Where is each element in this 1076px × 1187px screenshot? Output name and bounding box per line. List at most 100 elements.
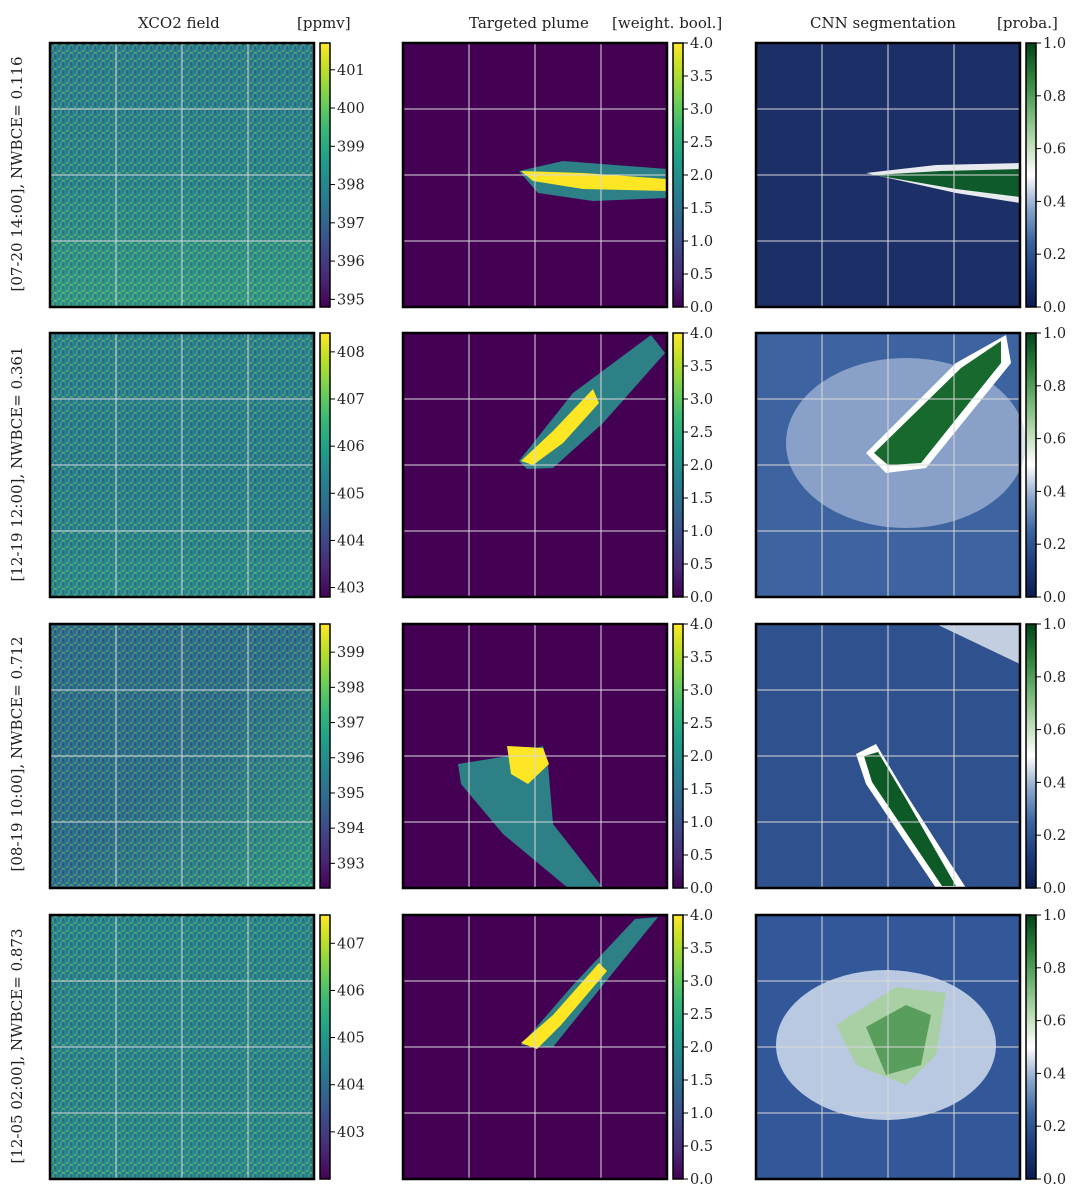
panel-frame	[48, 41, 316, 309]
colorbar-tick-label: 405	[337, 486, 365, 502]
colorbar-tick-label: 398	[337, 680, 365, 696]
colorbar: 4.0 3.5 3.0 2.5 2.0 1.5 1.0 0.5 0.0	[672, 908, 713, 1187]
colorbar-tick-label: 0.0	[1043, 881, 1066, 897]
colorbar-tick-label: 0.8	[1043, 379, 1066, 395]
panel-frame	[48, 331, 316, 599]
panel-frame	[754, 41, 1022, 309]
colorbar-tick-label: 0.0	[690, 881, 713, 897]
colorbar-tick-label: 1.0	[690, 815, 713, 831]
colorbar-tick-label: 0.8	[1043, 89, 1066, 105]
panel-grid	[48, 913, 316, 1181]
colorbar-tick-label: 399	[337, 139, 365, 155]
panel-frame	[48, 622, 316, 890]
colorbar: 4.0 3.5 3.0 2.5 2.0 1.5 1.0 0.5 0.0	[672, 617, 713, 897]
colorbar-tick-label: 1.0	[1043, 326, 1066, 342]
col-title-cnn: CNN segmentation	[810, 14, 956, 32]
colorbar-tick-label: 395	[337, 786, 365, 802]
colorbar-tick-label: 404	[337, 533, 365, 549]
colorbar-tick-label: 393	[337, 856, 365, 872]
colorbar-tick-label: 406	[337, 983, 365, 999]
colorbar-tick-label: 403	[337, 1125, 365, 1141]
panel-frame	[401, 622, 669, 890]
panel-frame	[754, 913, 1022, 1181]
colorbar-tick-label: 0.2	[1043, 247, 1066, 263]
panel-frame	[754, 331, 1022, 599]
colorbar: 407 406 405 404 403	[319, 914, 365, 1180]
colorbar-tick-label: 3.0	[690, 102, 713, 118]
colorbar-tick-label: 2.5	[690, 716, 713, 732]
panel-grid	[754, 622, 1022, 890]
colorbar-tick-label: 1.5	[690, 491, 713, 507]
colorbar: 401 400 399 398 397 396 395	[319, 42, 365, 308]
panel-grid	[48, 331, 316, 599]
colorbar-tick-label: 0.5	[690, 557, 713, 573]
colorbar-tick-label: 0.0	[690, 300, 713, 316]
colorbar-tick-label: 0.5	[690, 1139, 713, 1155]
panel-grid	[48, 622, 316, 890]
colorbar: 1.0 0.8 0.6 0.4 0.2 0.0	[1025, 617, 1066, 897]
colorbar-tick-label: 404	[337, 1078, 365, 1094]
colorbar-tick-label: 397	[337, 216, 365, 232]
colorbar-tick-label: 4.0	[690, 326, 713, 342]
panel-grid	[754, 331, 1022, 599]
colorbar-tick-label: 2.5	[690, 425, 713, 441]
colorbar-tick-label: 0.2	[1043, 1119, 1066, 1135]
colorbar-tick-label: 0.2	[1043, 828, 1066, 844]
colorbar-tick-label: 2.0	[690, 168, 713, 184]
colorbar-tick-label: 3.5	[690, 650, 713, 666]
colorbar-tick-label: 401	[337, 63, 365, 79]
colorbar-tick-label: 3.5	[690, 941, 713, 957]
colorbar-tick-label: 0.6	[1043, 432, 1066, 448]
colorbar-tick-label: 0.8	[1043, 670, 1066, 686]
col-unit-plume: [weight. bool.]	[612, 14, 723, 32]
colorbar-tick-label: 0.0	[1043, 590, 1066, 606]
colorbar-tick-label: 3.5	[690, 69, 713, 85]
colorbar-tick-label: 403	[337, 581, 365, 597]
colorbar-tick-label: 1.0	[1043, 36, 1066, 52]
col-unit-cnn: [proba.]	[997, 14, 1058, 32]
colorbar-tick-label: 4.0	[690, 617, 713, 633]
col-title-plume: Targeted plume	[469, 14, 589, 32]
colorbar: 4.0 3.5 3.0 2.5 2.0 1.5 1.0 0.5 0.0	[672, 326, 713, 606]
colorbar-tick-label: 0.4	[1043, 484, 1066, 500]
colorbar-tick-label: 395	[337, 292, 365, 308]
panel-frame	[48, 913, 316, 1181]
colorbar-tick-label: 400	[337, 101, 365, 117]
colorbar-tick-label: 407	[337, 392, 365, 408]
colorbar-tick-label: 406	[337, 439, 365, 455]
colorbar-tick-label: 2.0	[690, 1040, 713, 1056]
colorbar-tick-label: 0.6	[1043, 723, 1066, 739]
panel-grid	[754, 913, 1022, 1181]
colorbar-tick-label: 397	[337, 716, 365, 732]
colorbar-tick-label: 3.0	[690, 392, 713, 408]
colorbar-tick-label: 0.0	[1043, 1172, 1066, 1187]
colorbar-tick-label: 2.5	[690, 135, 713, 151]
colorbar-tick-label: 396	[337, 751, 365, 767]
colorbar-tick-label: 3.5	[690, 359, 713, 375]
panel-grid	[401, 913, 669, 1181]
colorbar-tick-label: 1.5	[690, 782, 713, 798]
colorbar-tick-label: 0.0	[690, 590, 713, 606]
panel-frame	[401, 913, 669, 1181]
colorbar-tick-label: 1.0	[690, 234, 713, 250]
colorbar-tick-label: 407	[337, 936, 365, 952]
colorbar-tick-label: 0.0	[1043, 300, 1066, 316]
colorbar-tick-label: 0.6	[1043, 142, 1066, 158]
colorbar-tick-label: 408	[337, 345, 365, 361]
colorbar-tick-label: 399	[337, 645, 365, 661]
colorbar-tick-label: 0.4	[1043, 775, 1066, 791]
colorbar-tick-label: 0.4	[1043, 194, 1066, 210]
colorbar-tick-label: 2.5	[690, 1007, 713, 1023]
colorbar-tick-label: 405	[337, 1031, 365, 1047]
col-unit-xco2: [ppmv]	[297, 14, 351, 32]
col-title-xco2: XCO2 field	[138, 14, 220, 32]
colorbar-tick-label: 0.8	[1043, 961, 1066, 977]
colorbar-tick-label: 3.0	[690, 974, 713, 990]
colorbar-tick-label: 0.5	[690, 267, 713, 283]
colorbar-tick-label: 4.0	[690, 36, 713, 52]
colorbar-tick-label: 1.0	[690, 524, 713, 540]
colorbar: 1.0 0.8 0.6 0.4 0.2 0.0	[1025, 36, 1066, 316]
colorbar-tick-label: 1.0	[1043, 908, 1066, 924]
colorbar: 4.0 3.5 3.0 2.5 2.0 1.5 1.0 0.5 0.0	[672, 36, 713, 316]
